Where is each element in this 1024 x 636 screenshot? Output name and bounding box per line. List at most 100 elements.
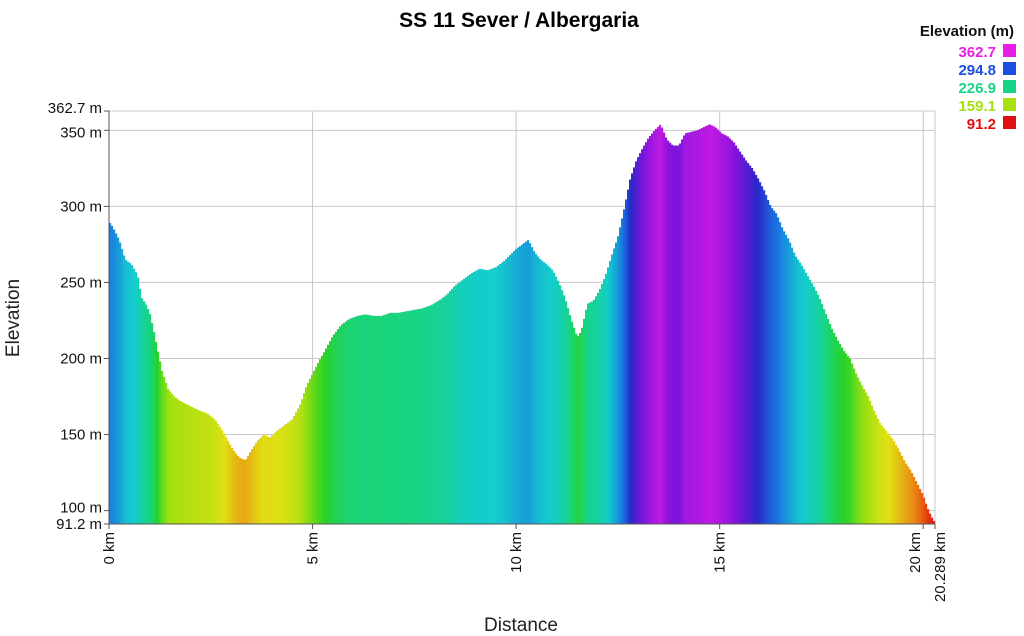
elevation-column bbox=[617, 236, 620, 524]
elevation-column bbox=[663, 132, 666, 524]
elevation-column bbox=[801, 265, 804, 524]
elevation-column bbox=[367, 314, 370, 524]
elevation-column bbox=[401, 312, 404, 524]
elevation-column bbox=[645, 142, 648, 524]
elevation-column bbox=[457, 283, 460, 524]
legend-swatch bbox=[1003, 116, 1016, 129]
legend-swatch bbox=[1003, 98, 1016, 111]
elevation-column bbox=[585, 309, 588, 524]
elevation-column bbox=[135, 272, 138, 524]
elevation-column bbox=[567, 308, 570, 524]
elevation-column bbox=[255, 443, 258, 524]
elevation-column bbox=[575, 333, 578, 524]
elevation-column bbox=[503, 261, 506, 524]
elevation-column bbox=[427, 306, 430, 524]
elevation-column bbox=[431, 304, 434, 524]
elevation-column bbox=[779, 222, 782, 524]
elevation-column bbox=[119, 242, 122, 524]
elevation-column bbox=[903, 460, 906, 524]
elevation-column bbox=[865, 392, 868, 524]
elevation-column bbox=[869, 400, 872, 524]
elevation-column bbox=[713, 126, 716, 524]
elevation-column bbox=[469, 274, 472, 524]
elevation-column bbox=[525, 241, 528, 525]
elevation-column bbox=[245, 459, 248, 524]
elevation-column bbox=[191, 406, 194, 524]
elevation-column bbox=[743, 157, 746, 524]
elevation-column bbox=[455, 284, 458, 524]
elevation-column bbox=[235, 453, 238, 524]
y-axis-label: Elevation bbox=[3, 279, 24, 357]
elevation-column bbox=[161, 370, 164, 524]
elevation-column bbox=[873, 410, 876, 524]
elevation-column bbox=[583, 318, 586, 524]
elevation-column bbox=[353, 317, 356, 524]
elevation-column bbox=[769, 204, 772, 525]
elevation-column bbox=[693, 131, 696, 524]
elevation-column bbox=[303, 393, 306, 524]
elevation-column bbox=[763, 190, 766, 524]
elevation-column bbox=[755, 174, 758, 524]
elevation-column bbox=[841, 347, 844, 524]
elevation-column bbox=[791, 247, 794, 524]
legend-value: 362.7 bbox=[958, 44, 996, 61]
elevation-column bbox=[395, 312, 398, 524]
elevation-column bbox=[627, 189, 630, 524]
elevation-column bbox=[635, 161, 638, 524]
elevation-column bbox=[867, 396, 870, 524]
elevation-column bbox=[291, 419, 294, 524]
elevation-column bbox=[219, 427, 222, 524]
elevation-column bbox=[535, 253, 538, 525]
y-tick-label: 350 m bbox=[60, 124, 102, 141]
elevation-column bbox=[247, 455, 250, 524]
elevation-column bbox=[597, 292, 600, 524]
elevation-column bbox=[821, 304, 824, 524]
elevation-column bbox=[895, 444, 898, 524]
elevation-column bbox=[159, 361, 162, 524]
legend-value: 159.1 bbox=[958, 98, 996, 115]
elevation-column bbox=[479, 268, 482, 524]
elevation-column bbox=[335, 331, 338, 524]
elevation-column bbox=[147, 309, 150, 524]
elevation-column bbox=[389, 312, 392, 524]
elevation-column bbox=[919, 488, 922, 524]
elevation-column bbox=[705, 125, 708, 525]
elevation-column bbox=[415, 309, 418, 524]
elevation-column bbox=[227, 440, 230, 524]
elevation-column bbox=[875, 414, 878, 524]
elevation-column bbox=[877, 418, 880, 524]
elevation-column bbox=[835, 336, 838, 524]
elevation-column bbox=[451, 288, 454, 524]
elevation-column bbox=[273, 433, 276, 524]
elevation-column bbox=[689, 132, 692, 524]
elevation-column bbox=[127, 261, 130, 524]
elevation-column bbox=[289, 420, 292, 524]
elevation-column bbox=[285, 423, 288, 524]
x-tick-label: 0 km bbox=[101, 532, 118, 565]
elevation-column bbox=[795, 256, 798, 524]
elevation-column bbox=[357, 315, 360, 524]
elevation-column bbox=[193, 407, 196, 524]
elevation-column bbox=[121, 248, 124, 524]
elevation-column bbox=[759, 182, 762, 524]
elevation-column bbox=[733, 142, 736, 524]
elevation-column bbox=[587, 303, 590, 524]
elevation-column bbox=[827, 319, 830, 524]
elevation-column bbox=[657, 126, 660, 524]
elevation-column bbox=[809, 279, 812, 524]
elevation-column bbox=[581, 327, 584, 524]
elevation-column bbox=[517, 247, 520, 524]
elevation-column bbox=[199, 410, 202, 524]
elevation-column bbox=[201, 411, 204, 524]
elevation-column bbox=[361, 315, 364, 524]
elevation-column bbox=[879, 422, 882, 524]
elevation-column bbox=[189, 405, 192, 524]
elevation-column bbox=[315, 366, 318, 524]
elevation-column bbox=[287, 422, 290, 524]
elevation-column bbox=[537, 256, 540, 524]
elevation-profile bbox=[109, 124, 936, 525]
elevation-column bbox=[615, 242, 618, 524]
elevation-column bbox=[151, 323, 154, 524]
elevation-column bbox=[697, 129, 700, 524]
elevation-column bbox=[237, 455, 240, 524]
